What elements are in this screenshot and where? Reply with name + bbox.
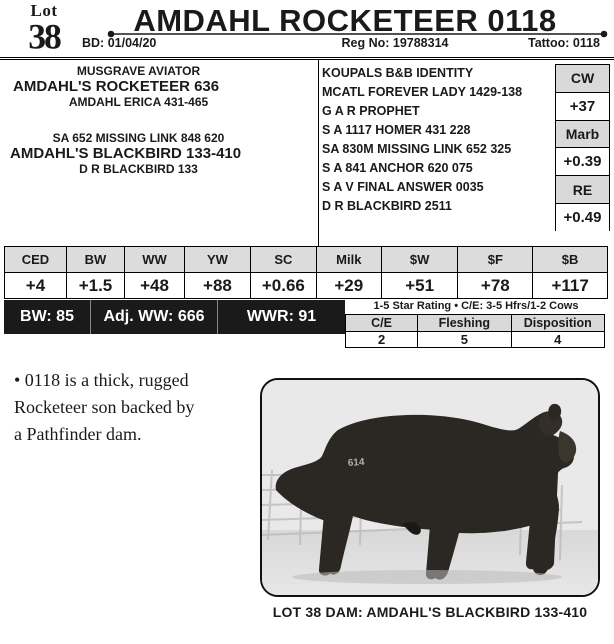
svg-text:614: 614	[347, 457, 365, 469]
